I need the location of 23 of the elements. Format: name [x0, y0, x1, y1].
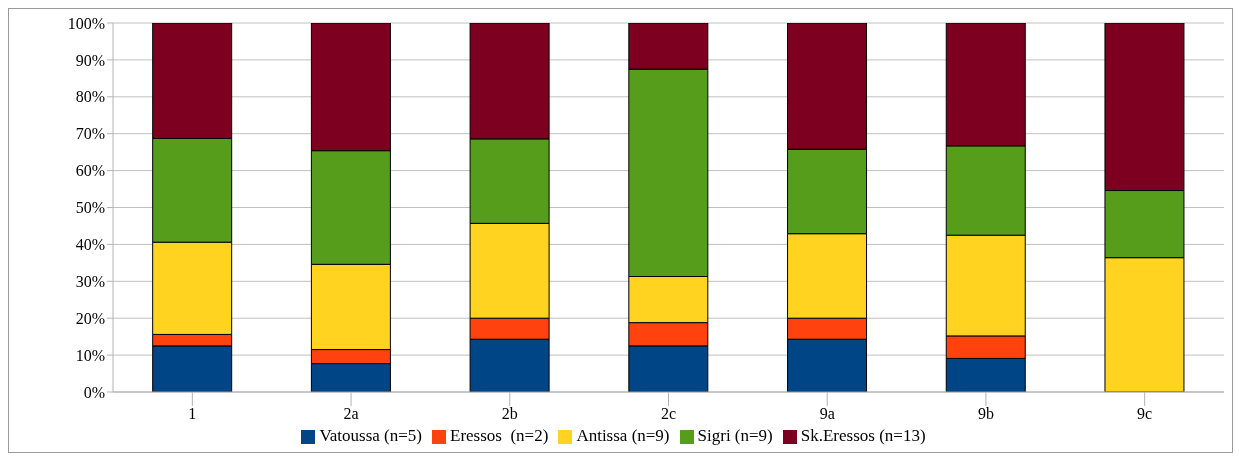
legend-label: Eressos (n=2) [450, 426, 549, 445]
legend-label: Sk.Eressos (n=13) [800, 426, 926, 445]
y-tick-label: 10% [75, 346, 105, 364]
y-tick-label: 80% [75, 88, 105, 106]
y-tick-label: 60% [75, 162, 105, 180]
legend-label: Sigri (n=9) [697, 426, 773, 445]
x-tick-label: 9c [1137, 405, 1153, 423]
x-tick-label: 9a [819, 405, 835, 423]
x-tick-label: 9b [977, 405, 994, 423]
legend-label: Vatoussa (n=5) [319, 426, 423, 445]
legend-label: Antissa (n=9) [576, 426, 670, 445]
x-tick-label: 2c [660, 405, 677, 423]
y-tick-label: 90% [75, 51, 105, 69]
y-tick-label: 50% [75, 199, 105, 217]
y-tick-label: 20% [75, 309, 105, 327]
x-tick-label: 2a [343, 405, 359, 423]
y-tick-label: 70% [75, 125, 105, 143]
y-tick-label: 100% [67, 14, 105, 32]
y-tick-label: 40% [75, 236, 105, 254]
y-tick-label: 0% [83, 383, 105, 401]
x-tick-label: 1 [188, 405, 197, 423]
x-tick-label: 2b [501, 405, 518, 423]
y-tick-label: 30% [75, 272, 105, 290]
